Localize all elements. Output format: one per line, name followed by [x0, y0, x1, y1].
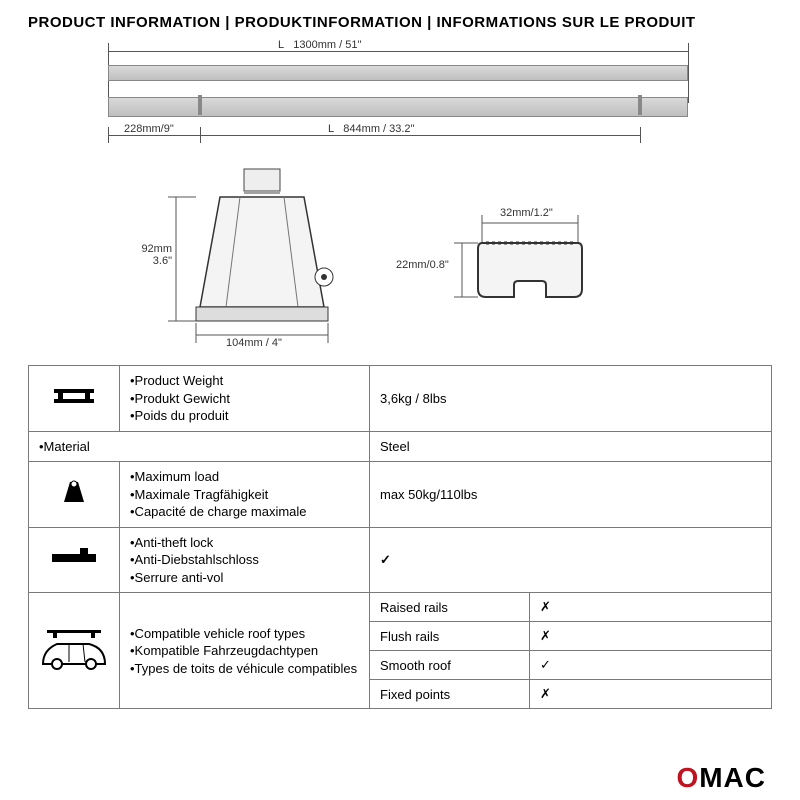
row-maxload: •Maximum load •Maximale Tragfähigkeit •C…: [29, 462, 772, 528]
weight-icon: [29, 366, 120, 432]
weight-value: 3,6kg / 8lbs: [370, 366, 772, 432]
foot-bracket-diagram: 92mm 3.6" 104mm / 4": [148, 167, 358, 347]
row-compat-0: •Compatible vehicle roof types •Kompatib…: [29, 593, 772, 622]
spec-table: •Product Weight •Produkt Gewicht •Poids …: [28, 365, 772, 709]
compat-labels: •Compatible vehicle roof types •Kompatib…: [120, 593, 370, 709]
row-lock: •Anti-theft lock •Anti-Diebstahlschloss …: [29, 527, 772, 593]
compat-val-2: ✓: [530, 651, 772, 680]
page-title: PRODUCT INFORMATION | PRODUKTINFORMATION…: [0, 0, 800, 37]
lock-value: ✓: [370, 527, 772, 593]
compat-val-1: ✗: [530, 622, 772, 651]
brand-logo: OMAC: [676, 762, 766, 794]
lock-labels: •Anti-theft lock •Anti-Diebstahlschloss …: [120, 527, 370, 593]
rail-bar-top: [108, 65, 688, 81]
compat-name-0: Raised rails: [370, 593, 530, 622]
rail-bar-bottom: [108, 97, 688, 117]
material-value: Steel: [370, 431, 772, 462]
maxload-labels: •Maximum load •Maximale Tragfähigkeit •C…: [120, 462, 370, 528]
compat-name-1: Flush rails: [370, 622, 530, 651]
maxload-value: max 50kg/110lbs: [370, 462, 772, 528]
material-label: •Material: [29, 431, 370, 462]
technical-diagram: L 1300mm / 51" 228mm/9" L 844mm / 33.2": [28, 37, 772, 357]
maxload-icon: [29, 462, 120, 528]
profile-cross-section: 32mm/1.2" 22mm/0.8": [428, 207, 618, 327]
weight-labels: •Product Weight •Produkt Gewicht •Poids …: [120, 366, 370, 432]
vehicle-icon: [29, 593, 120, 709]
row-weight: •Product Weight •Produkt Gewicht •Poids …: [29, 366, 772, 432]
compat-val-0: ✗: [530, 593, 772, 622]
compat-val-3: ✗: [530, 680, 772, 709]
compat-name-3: Fixed points: [370, 680, 530, 709]
compat-name-2: Smooth roof: [370, 651, 530, 680]
row-material: •Material Steel: [29, 431, 772, 462]
lock-icon: [29, 527, 120, 593]
